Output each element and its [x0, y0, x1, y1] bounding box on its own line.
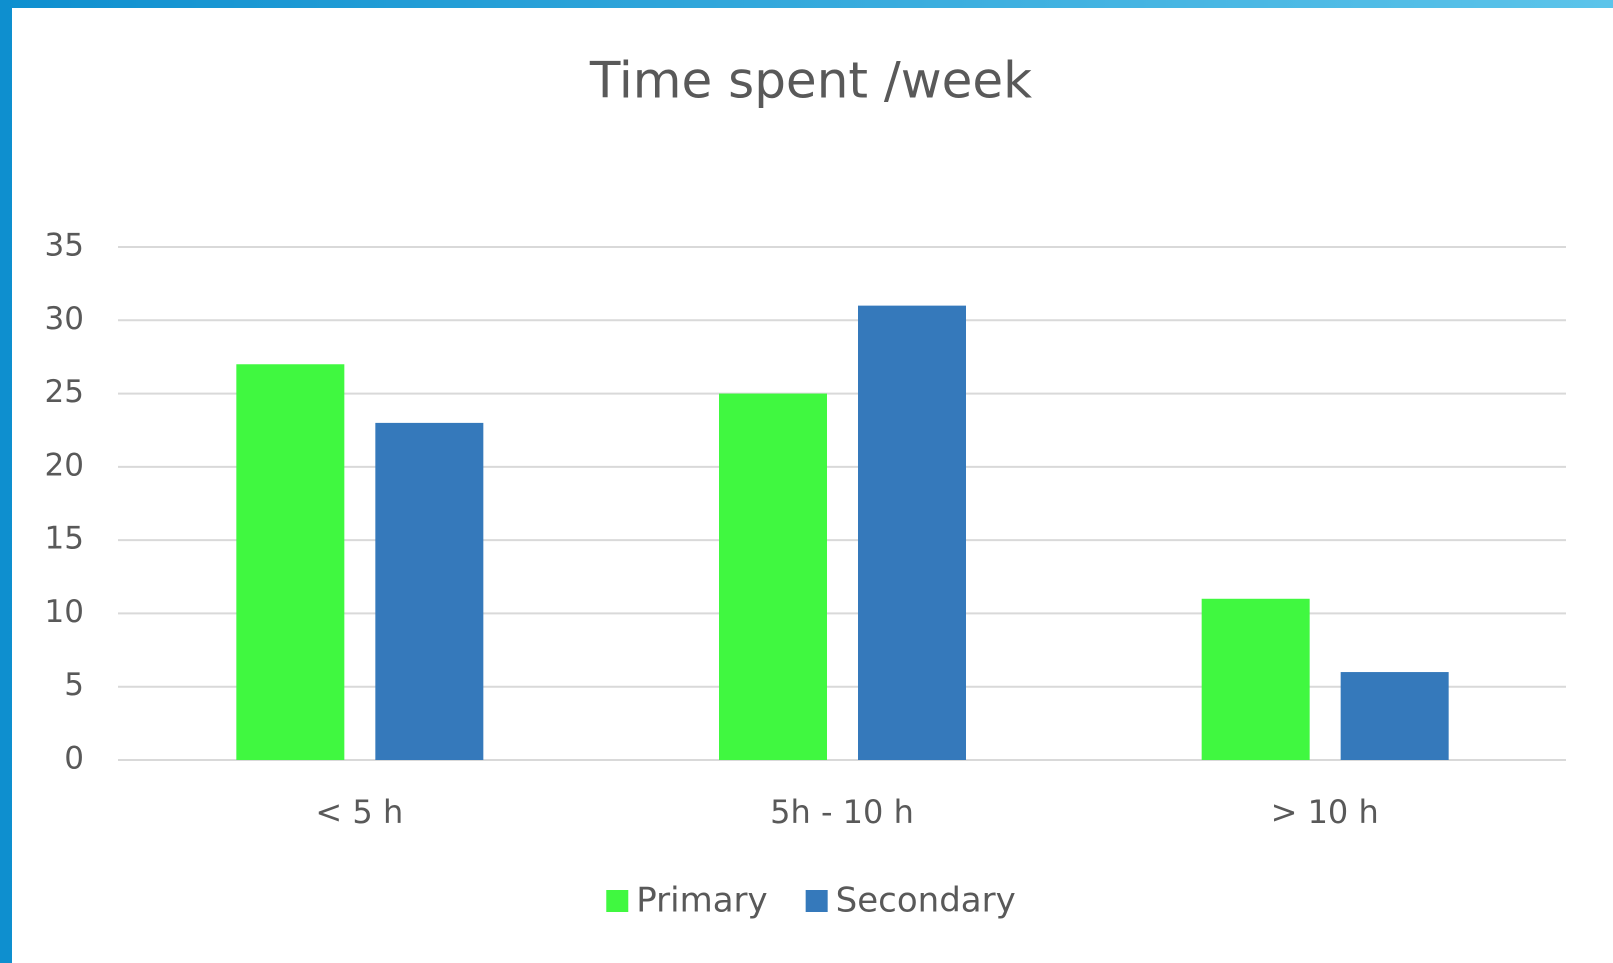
legend-label: Primary: [636, 881, 767, 921]
y-tick-label: 10: [45, 594, 84, 630]
x-tick-label: 5h - 10 h: [770, 793, 914, 831]
bar: [1201, 598, 1310, 760]
y-tick-label: 0: [64, 741, 84, 777]
chart-title: Time spent /week: [589, 52, 1032, 110]
y-tick-label: 30: [45, 301, 84, 337]
y-tick-label: 15: [45, 521, 84, 557]
bar: [858, 305, 966, 760]
bar: [236, 364, 345, 760]
y-tick-label: 35: [45, 228, 84, 264]
y-tick-label: 5: [64, 667, 84, 703]
bar: [1340, 672, 1449, 760]
bar: [719, 393, 827, 760]
x-tick-label: < 5 h: [315, 793, 403, 831]
legend-swatch: [606, 890, 629, 912]
legend-swatch: [805, 890, 828, 912]
y-tick-label: 25: [45, 374, 84, 410]
legend-label: Secondary: [836, 881, 1016, 921]
x-tick-label: > 10 h: [1271, 793, 1379, 831]
bar: [375, 422, 484, 760]
y-tick-label: 20: [45, 447, 84, 483]
